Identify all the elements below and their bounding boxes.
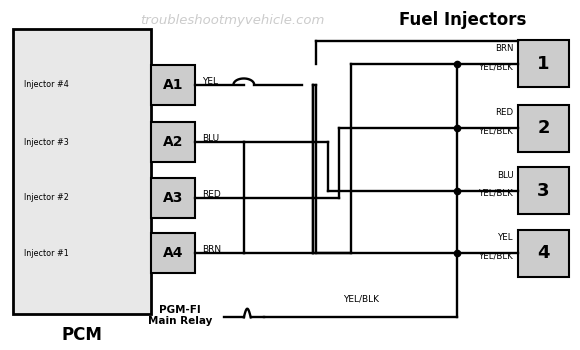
Text: 2: 2: [537, 119, 550, 137]
Bar: [518, 230, 569, 276]
Text: Injector #2: Injector #2: [24, 193, 70, 202]
Text: RED: RED: [495, 108, 513, 117]
Text: YEL: YEL: [202, 77, 218, 86]
Text: PCM: PCM: [61, 326, 103, 344]
Text: Fuel Injectors: Fuel Injectors: [400, 12, 527, 29]
Text: YEL/BLK: YEL/BLK: [343, 294, 379, 303]
Bar: [151, 65, 195, 105]
Text: A4: A4: [163, 246, 183, 260]
Text: 4: 4: [537, 244, 550, 262]
Text: 3: 3: [537, 182, 550, 199]
Text: A2: A2: [163, 135, 183, 149]
Bar: [151, 233, 195, 273]
Text: 1: 1: [537, 55, 550, 73]
Bar: [151, 177, 195, 218]
Text: BRN: BRN: [202, 245, 221, 254]
Text: YEL/BLK: YEL/BLK: [478, 62, 513, 71]
Text: YEL/BLK: YEL/BLK: [478, 189, 513, 198]
Bar: [13, 29, 151, 314]
Bar: [518, 167, 569, 214]
Text: Injector #4: Injector #4: [24, 80, 69, 89]
Text: YEL/BLK: YEL/BLK: [478, 126, 513, 135]
Text: RED: RED: [202, 190, 220, 198]
Text: Injector #3: Injector #3: [24, 138, 69, 147]
Text: troubleshootmyvehicle.com: troubleshootmyvehicle.com: [140, 14, 324, 27]
Text: YEL/BLK: YEL/BLK: [478, 251, 513, 260]
Text: A3: A3: [163, 190, 183, 204]
Bar: [518, 105, 569, 152]
Bar: [151, 122, 195, 162]
Text: Injector #1: Injector #1: [24, 248, 69, 258]
Text: YEL: YEL: [498, 233, 513, 242]
Text: BLU: BLU: [496, 171, 513, 180]
Text: A1: A1: [163, 78, 183, 92]
Text: BLU: BLU: [202, 134, 219, 143]
Text: BRN: BRN: [495, 44, 513, 53]
Text: PGM-FI
Main Relay: PGM-FI Main Relay: [148, 305, 212, 327]
Bar: [518, 41, 569, 88]
